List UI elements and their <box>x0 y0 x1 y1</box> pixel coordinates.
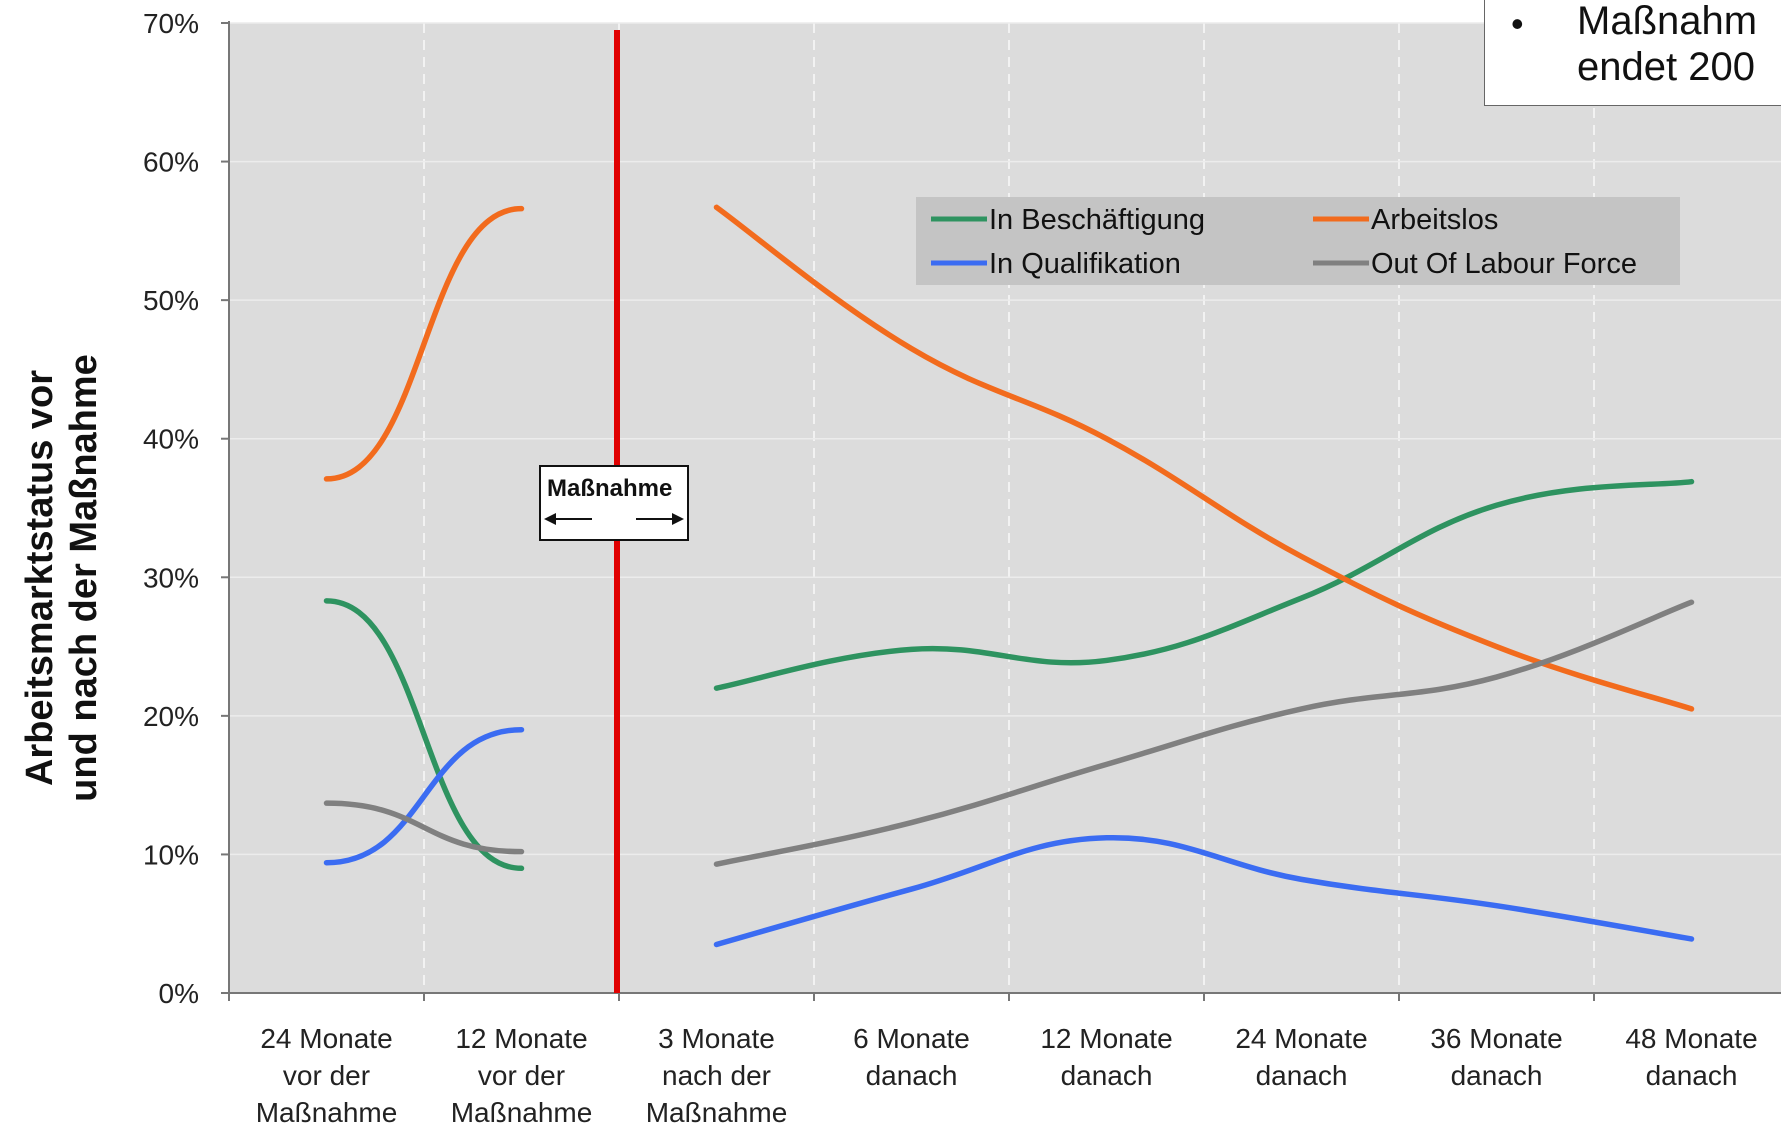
y-tick-label: 0% <box>159 978 199 1009</box>
x-tick-label: 12 Monate vor der Maßnahme <box>451 1023 593 1126</box>
y-tick-label: 30% <box>143 562 199 593</box>
x-tick-label: 24 Monate danach <box>1235 1023 1367 1091</box>
x-tick-label-line: danach <box>866 1060 958 1091</box>
note-box: • Maßnahm endet 200 <box>1484 0 1781 106</box>
x-tick-label: 24 Monate vor der Maßnahme <box>256 1023 398 1126</box>
x-tick-label-line: Maßnahme <box>256 1097 398 1126</box>
x-tick-label-line: 36 Monate <box>1430 1023 1562 1054</box>
y-axis-label: Arbeitsmarktstatus vor und nach der Maßn… <box>19 354 105 802</box>
x-tick-label-line: nach der <box>662 1060 771 1091</box>
note-line-2: endet 200 <box>1577 45 1755 90</box>
x-tick-label-line: Maßnahme <box>451 1097 593 1126</box>
legend-label: Out Of Labour Force <box>1371 248 1637 280</box>
x-tick-label-line: 12 Monate <box>455 1023 587 1054</box>
y-tick-label: 60% <box>143 147 199 178</box>
y-tick-label: 70% <box>143 8 199 39</box>
legend: In Beschäftigung Arbeitslos In Qualifikati… <box>916 197 1680 285</box>
plot-area <box>229 23 1781 993</box>
x-tick-label-line: vor der <box>478 1060 565 1091</box>
x-tick-label-line: 24 Monate <box>1235 1023 1367 1054</box>
note-bullet: • <box>1511 3 1524 45</box>
x-tick-label-line: danach <box>1061 1060 1153 1091</box>
x-tick-label-line: 12 Monate <box>1040 1023 1172 1054</box>
x-tick-label-line: 48 Monate <box>1625 1023 1757 1054</box>
x-tick-label: 12 Monate danach <box>1040 1023 1172 1091</box>
x-tick-labels: 24 Monate vor der Maßnahme 12 Monate vor der… <box>256 1023 1758 1126</box>
massnahme-box-label: Maßnahme <box>547 475 672 502</box>
y-tick-label: 20% <box>143 701 199 732</box>
x-tick-label-line: 3 Monate <box>658 1023 775 1054</box>
x-tick-label: 48 Monate danach <box>1625 1023 1757 1091</box>
x-tick-label-line: 24 Monate <box>260 1023 392 1054</box>
y-axis-label-line2: und nach der Maßnahme <box>63 354 105 802</box>
y-tick-label: 50% <box>143 285 199 316</box>
x-tick-label-line: Maßnahme <box>646 1097 788 1126</box>
x-tick-label: 6 Monate danach <box>853 1023 970 1091</box>
x-tick-label-line: danach <box>1256 1060 1348 1091</box>
x-tick-label-line: 6 Monate <box>853 1023 970 1054</box>
x-tick-label-line: danach <box>1646 1060 1738 1091</box>
x-tick-label-line: vor der <box>283 1060 370 1091</box>
y-tick-labels: 0% 10% 20% 30% 40% 50% 60% 70% <box>143 8 199 1009</box>
y-axis-label-line1: Arbeitsmarktstatus vor <box>19 370 61 786</box>
legend-label: In Beschäftigung <box>989 204 1205 236</box>
y-tick-label: 10% <box>143 839 199 870</box>
x-tick-label: 36 Monate danach <box>1430 1023 1562 1091</box>
legend-label: Arbeitslos <box>1371 204 1498 236</box>
massnahme-box: Maßnahme <box>540 466 688 540</box>
note-line-1: Maßnahm <box>1577 0 1757 44</box>
x-tick-label: 3 Monate nach der Maßnahme <box>646 1023 788 1126</box>
x-tick-label-line: danach <box>1451 1060 1543 1091</box>
legend-label: In Qualifikation <box>989 248 1181 280</box>
y-tick-label: 40% <box>143 424 199 455</box>
